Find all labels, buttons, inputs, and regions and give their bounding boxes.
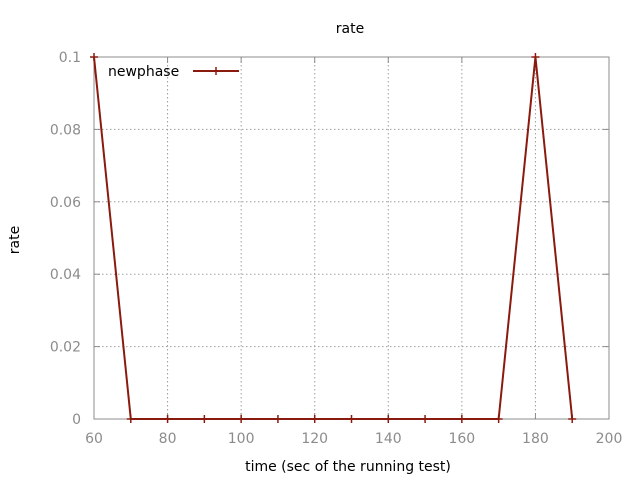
- data-point: [237, 415, 246, 423]
- legend-label-newphase: newphase: [108, 64, 179, 80]
- y-tick-label-5: 0.1: [59, 50, 81, 66]
- data-point: [457, 415, 466, 423]
- data-point: [163, 415, 172, 423]
- x-tick-label-160: 160: [448, 431, 475, 447]
- x-tick-label-140: 140: [375, 431, 402, 447]
- x-axis-ticks: 60 80 100 120 140 160 180 200: [85, 57, 622, 447]
- x-tick-label-100: 100: [228, 431, 255, 447]
- y-tick-label-2: 0.04: [50, 267, 81, 283]
- x-tick-label-120: 120: [301, 431, 328, 447]
- y-axis-ticks: 0 0.02 0.04 0.06 0.08 0.1: [50, 50, 609, 428]
- data-point: [568, 415, 577, 423]
- plot-frame: [93, 56, 610, 420]
- y-tick-label-4: 0.08: [50, 122, 81, 138]
- x-tick-label-200: 200: [596, 431, 623, 447]
- chart-title: rate: [336, 21, 364, 37]
- x-tick-label-180: 180: [522, 431, 549, 447]
- legend: newphase: [108, 64, 239, 80]
- data-point: [421, 415, 430, 423]
- grid-lines: [94, 57, 609, 419]
- x-axis-title: time (sec of the running test): [245, 459, 451, 475]
- y-axis-title: rate: [7, 226, 23, 254]
- series-line-newphase: [93, 56, 574, 420]
- data-point: [347, 415, 356, 423]
- data-point: [384, 415, 393, 423]
- x-tick-label-80: 80: [159, 431, 177, 447]
- data-point: [90, 53, 98, 61]
- data-point: [200, 415, 209, 423]
- data-point: [531, 53, 540, 61]
- data-point: [310, 415, 319, 423]
- y-tick-label-3: 0.06: [50, 195, 81, 211]
- data-point: [126, 415, 135, 423]
- series-layer: [90, 53, 577, 423]
- data-point: [494, 415, 503, 423]
- data-point: [273, 415, 282, 423]
- y-tick-label-1: 0.02: [50, 340, 81, 356]
- y-tick-label-0: 0: [72, 412, 81, 428]
- legend-marker-newphase: [212, 67, 220, 75]
- x-tick-label-60: 60: [85, 431, 103, 447]
